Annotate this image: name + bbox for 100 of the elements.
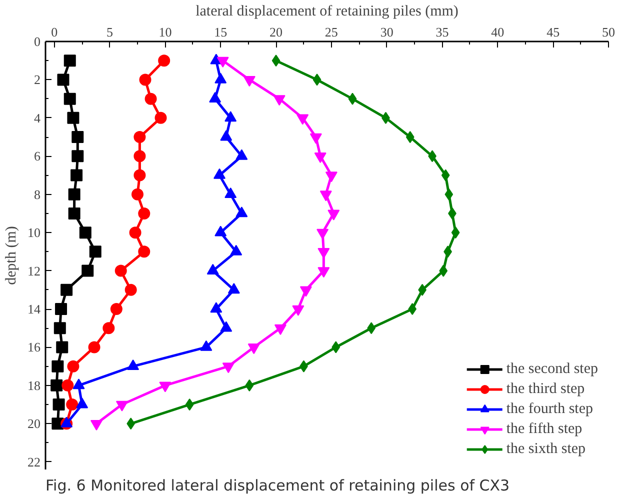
point: [314, 152, 326, 163]
point: [60, 284, 73, 296]
point: [292, 305, 304, 316]
point: [296, 114, 309, 125]
point: [66, 398, 78, 411]
point: [70, 169, 83, 182]
point: [439, 264, 448, 277]
x-tick-label: 50: [602, 24, 615, 40]
y-tick-label: 22: [28, 454, 40, 470]
y-tick-label: 0: [34, 34, 40, 49]
x-tick-label: 10: [158, 24, 172, 40]
point: [158, 54, 170, 67]
y-tick-label: 20: [28, 416, 40, 432]
point: [52, 360, 64, 372]
point: [300, 286, 312, 297]
y-tick-label: 8: [34, 186, 40, 202]
point: [312, 74, 322, 86]
point: [273, 95, 286, 106]
point: [318, 248, 330, 259]
point: [62, 379, 74, 392]
x-tick-label: 15: [214, 24, 228, 40]
point: [328, 210, 340, 220]
point: [245, 379, 254, 392]
caption: Fig. 6 Monitored lateral displacement of retaining piles of CX3: [46, 476, 510, 494]
point: [52, 398, 65, 411]
y-tick-label: 10: [28, 225, 40, 240]
point: [348, 92, 357, 105]
point: [88, 341, 100, 354]
x-tick-label: 25: [324, 24, 338, 40]
point: [451, 226, 460, 239]
point: [310, 133, 322, 144]
point: [154, 112, 167, 124]
x-tick-label: 30: [380, 24, 394, 40]
legend-label: the third step: [506, 380, 585, 398]
point: [64, 92, 76, 105]
point: [89, 246, 102, 258]
y-axis-title: depth (m): [4, 226, 20, 285]
legend-label: the fifth step: [506, 420, 582, 438]
point: [56, 341, 68, 354]
point: [67, 112, 80, 124]
point: [102, 322, 115, 334]
point: [131, 188, 144, 200]
y-tick-label: 18: [28, 378, 40, 393]
point: [408, 303, 417, 315]
point: [114, 264, 127, 277]
point: [134, 131, 146, 144]
point: [444, 188, 454, 200]
point: [185, 398, 194, 411]
y-tick-label: 16: [28, 340, 41, 355]
legend-label: the fourth step: [506, 400, 594, 418]
y-tick-label: 6: [34, 148, 41, 164]
point: [72, 150, 84, 162]
point: [318, 267, 330, 278]
point: [222, 362, 234, 374]
point: [68, 188, 80, 200]
point: [129, 226, 142, 239]
x-tick-label: 40: [491, 24, 504, 40]
point: [216, 56, 229, 68]
point: [134, 150, 146, 162]
point: [320, 190, 332, 202]
point: [90, 420, 102, 430]
x-tick-label: 0: [51, 24, 58, 40]
point: [134, 169, 146, 182]
point: [325, 172, 338, 182]
y-tick-label: 12: [28, 263, 40, 278]
point: [272, 54, 280, 67]
point: [68, 207, 80, 220]
point: [316, 228, 329, 240]
legend-label: the second step: [506, 360, 598, 378]
point: [144, 92, 157, 105]
point: [67, 360, 80, 372]
point: [54, 322, 66, 334]
point: [57, 74, 70, 86]
y-tick-label: 4: [34, 110, 41, 126]
point: [332, 341, 340, 354]
point: [138, 246, 150, 258]
point: [79, 226, 92, 239]
x-tick-label: 20: [270, 24, 283, 40]
x-tick-label: 45: [546, 24, 560, 40]
point: [50, 379, 63, 392]
point: [82, 264, 94, 277]
point: [159, 382, 172, 392]
y-tick-label: 14: [28, 302, 41, 316]
point: [64, 54, 76, 67]
legend-label: the sixth step: [506, 440, 586, 458]
point: [110, 303, 122, 315]
point: [55, 303, 68, 315]
point: [138, 207, 150, 220]
point: [126, 418, 136, 430]
point: [139, 74, 152, 86]
y-tick-label: 2: [34, 72, 40, 88]
point: [406, 131, 414, 144]
point: [116, 400, 128, 412]
point: [124, 284, 137, 296]
x-tick-label: 5: [106, 24, 114, 40]
point: [248, 344, 260, 354]
point: [274, 324, 286, 335]
point: [441, 169, 450, 182]
point: [72, 131, 84, 144]
x-tick-label: 35: [436, 24, 449, 40]
